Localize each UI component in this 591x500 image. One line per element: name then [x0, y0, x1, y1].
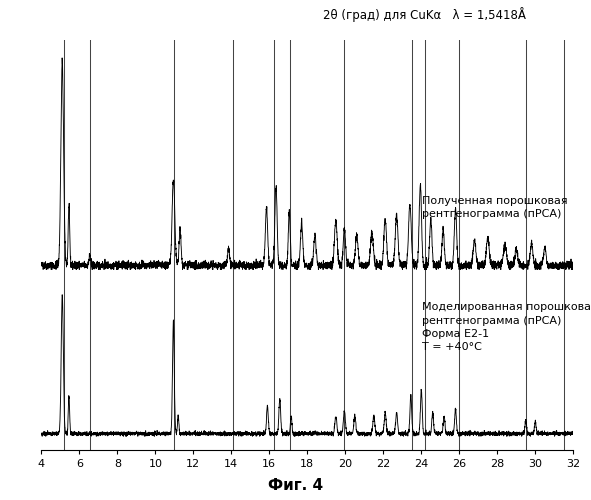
- Text: 2θ (град) для CuKα   λ = 1,5418Å: 2θ (град) для CuKα λ = 1,5418Å: [323, 6, 526, 22]
- Text: Фиг. 4: Фиг. 4: [268, 478, 323, 492]
- Text: Моделированная порошковая
рентгенограмма (пPCA)
Форма E2-1
T = +40°C: Моделированная порошковая рентгенограмма…: [421, 302, 591, 352]
- Text: Полученная порошковая
рентгенограмма (пPCA): Полученная порошковая рентгенограмма (пP…: [421, 196, 567, 219]
